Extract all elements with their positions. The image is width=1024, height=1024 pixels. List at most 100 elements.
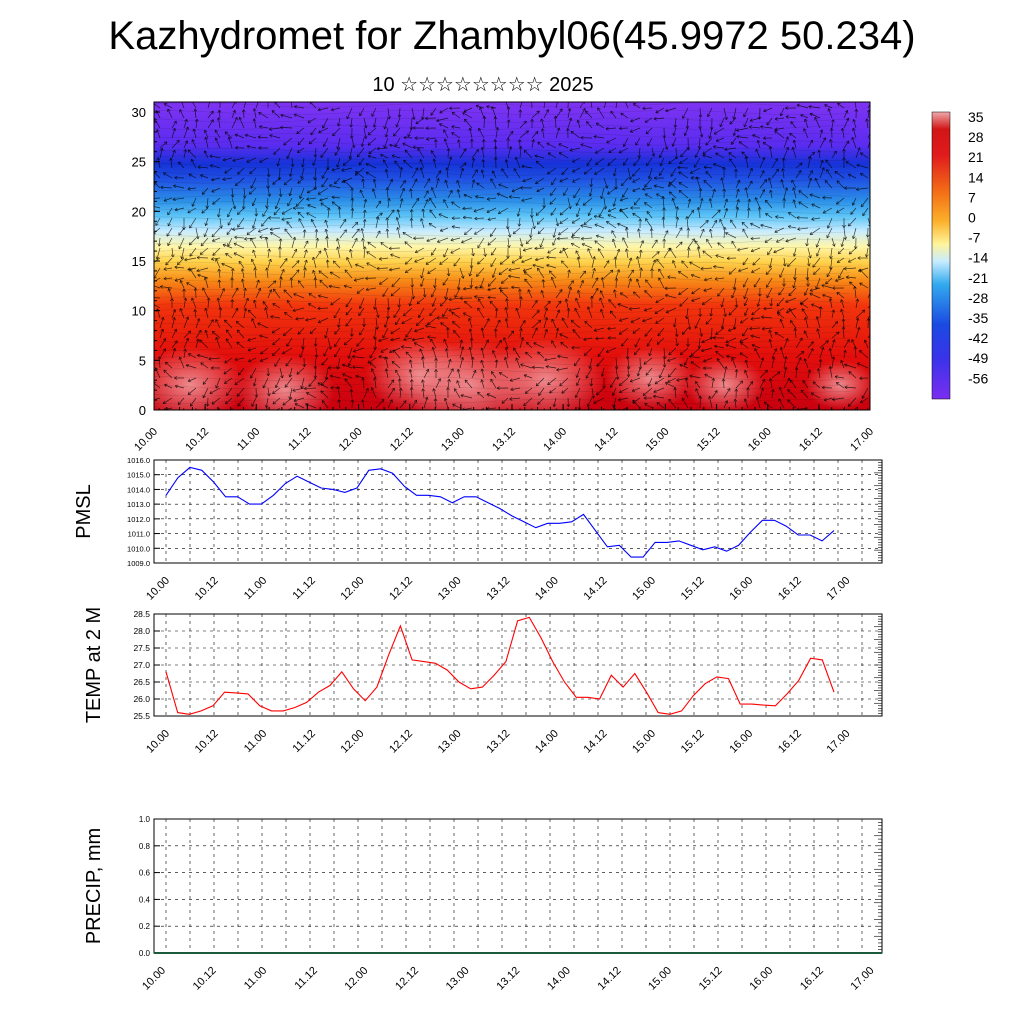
wind-vector: [231, 110, 236, 119]
wind-vector: [665, 382, 677, 389]
wind-vector-head: [698, 313, 703, 317]
wind-vector: [158, 356, 161, 369]
wind-vector-head: [375, 326, 379, 330]
wind-vector-head: [815, 316, 820, 320]
wind-vector: [828, 108, 833, 119]
wind-vector: [728, 307, 737, 316]
wind-vector-head: [189, 253, 193, 257]
wind-vector-head: [277, 177, 282, 180]
wind-vector: [444, 398, 449, 409]
wind-vector: [703, 180, 713, 189]
wind-vector-head: [336, 123, 341, 127]
wind-vector: [780, 347, 785, 359]
wind-vector-head: [280, 125, 283, 130]
wind-vector: [622, 237, 629, 249]
wind-vector-head: [333, 314, 337, 319]
wind-vector: [329, 184, 341, 189]
wind-vector-head: [777, 312, 781, 316]
wind-vector-head: [343, 341, 348, 346]
wind-vector-head: [855, 317, 860, 321]
wind-vector: [272, 397, 281, 405]
wind-vector: [367, 127, 377, 136]
wind-vector: [284, 377, 293, 388]
wind-vector-head: [756, 140, 761, 144]
wind-vector-head: [600, 277, 605, 281]
wind-vector-head: [204, 222, 209, 226]
wind-vector: [174, 277, 185, 282]
wind-vector-head: [560, 341, 564, 346]
wind-vector: [780, 319, 785, 329]
wind-vector: [506, 298, 509, 309]
wind-vector: [339, 229, 347, 239]
wind-vector: [199, 247, 209, 255]
wind-vector: [583, 167, 593, 175]
wind-vector-head: [317, 320, 322, 324]
wind-vector-head: [354, 238, 358, 242]
wind-vector: [823, 397, 833, 401]
wind-vector: [808, 106, 821, 109]
wind-vector-head: [712, 145, 717, 149]
wind-vector: [427, 336, 437, 339]
wind-vector: [317, 107, 329, 111]
wind-vector-head: [159, 285, 164, 289]
wind-vector: [411, 198, 420, 209]
wind-vector: [168, 288, 173, 299]
wind-vector: [459, 357, 464, 369]
wind-vector-head: [372, 179, 377, 183]
wind-vector: [807, 139, 813, 149]
wind-vector: [845, 161, 857, 169]
wind-vector: [431, 287, 437, 298]
wind-vector-head: [779, 318, 784, 323]
wind-vector-head: [204, 136, 208, 141]
wind-vector: [480, 360, 485, 369]
wind-vector-head: [369, 354, 373, 359]
wind-vector-head: [766, 284, 770, 288]
wind-vector: [645, 279, 653, 289]
wind-vector-head: [322, 143, 327, 147]
wind-vector: [171, 309, 176, 319]
wind-vector: [665, 107, 677, 112]
wind-vector: [794, 267, 797, 280]
wind-vector-head: [497, 210, 502, 215]
wind-vector-head: [362, 323, 366, 327]
wind-vector-head: [680, 153, 684, 158]
x-tick-label: 16.12: [798, 965, 826, 993]
wind-vector: [653, 387, 665, 393]
wind-vector-head: [618, 331, 623, 335]
wind-vector-head: [765, 212, 769, 217]
wind-vector-head: [865, 234, 870, 238]
wind-vector: [685, 377, 689, 389]
wind-vector-head: [724, 366, 728, 370]
wind-vector-head: [654, 239, 658, 243]
wind-vector: [355, 375, 365, 379]
wind-vector: [439, 107, 449, 114]
wind-vector-head: [190, 98, 193, 101]
wind-vector: [830, 257, 833, 270]
wind-vector-head: [642, 392, 647, 397]
wind-vector-head: [566, 404, 571, 407]
wind-vector: [508, 275, 521, 279]
wind-vector: [690, 347, 701, 356]
wind-vector-head: [721, 378, 726, 382]
wind-vector: [644, 307, 653, 311]
wind-vector: [572, 177, 581, 183]
wind-vector-head: [523, 149, 528, 154]
wind-vector-head: [529, 234, 533, 238]
wind-vector-head: [595, 287, 599, 292]
wind-vector-head: [630, 269, 634, 273]
wind-vector-head: [647, 142, 651, 147]
wind-vector-head: [385, 217, 390, 221]
wind-vector: [523, 247, 533, 251]
wind-vector-head: [756, 303, 761, 307]
wind-vector: [537, 227, 545, 234]
wind-vector-head: [201, 210, 205, 214]
wind-vector-head: [298, 218, 302, 222]
wind-vector: [634, 347, 641, 356]
wind-vector: [399, 388, 402, 399]
wind-vector: [792, 147, 797, 159]
wind-vector: [591, 256, 595, 269]
wind-vector: [747, 168, 753, 179]
wind-vector: [171, 317, 175, 329]
wind-vector-head: [177, 261, 181, 266]
wind-vector-head: [632, 330, 637, 334]
